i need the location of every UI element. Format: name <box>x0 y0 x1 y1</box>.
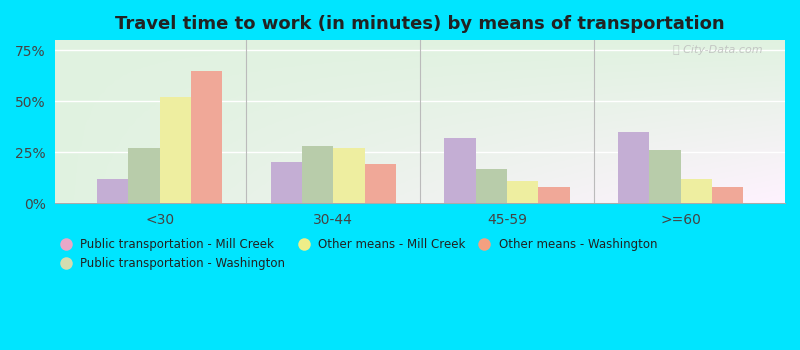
Bar <box>681 179 712 203</box>
Text: ⓘ City-Data.com: ⓘ City-Data.com <box>674 45 763 55</box>
Bar <box>650 150 681 203</box>
Bar <box>538 187 570 203</box>
Bar <box>159 97 191 203</box>
Bar <box>302 146 334 203</box>
Bar <box>618 132 650 203</box>
Title: Travel time to work (in minutes) by means of transportation: Travel time to work (in minutes) by mean… <box>115 15 725 33</box>
Legend: Public transportation - Mill Creek, Public transportation - Washington, Other me: Public transportation - Mill Creek, Publ… <box>62 238 657 270</box>
Bar <box>445 138 476 203</box>
Bar <box>712 187 743 203</box>
Bar <box>476 169 507 203</box>
Bar <box>365 164 396 203</box>
Bar <box>507 181 538 203</box>
Bar <box>334 148 365 203</box>
Bar <box>270 162 302 203</box>
Bar <box>97 179 128 203</box>
Bar <box>191 71 222 203</box>
Bar <box>128 148 159 203</box>
